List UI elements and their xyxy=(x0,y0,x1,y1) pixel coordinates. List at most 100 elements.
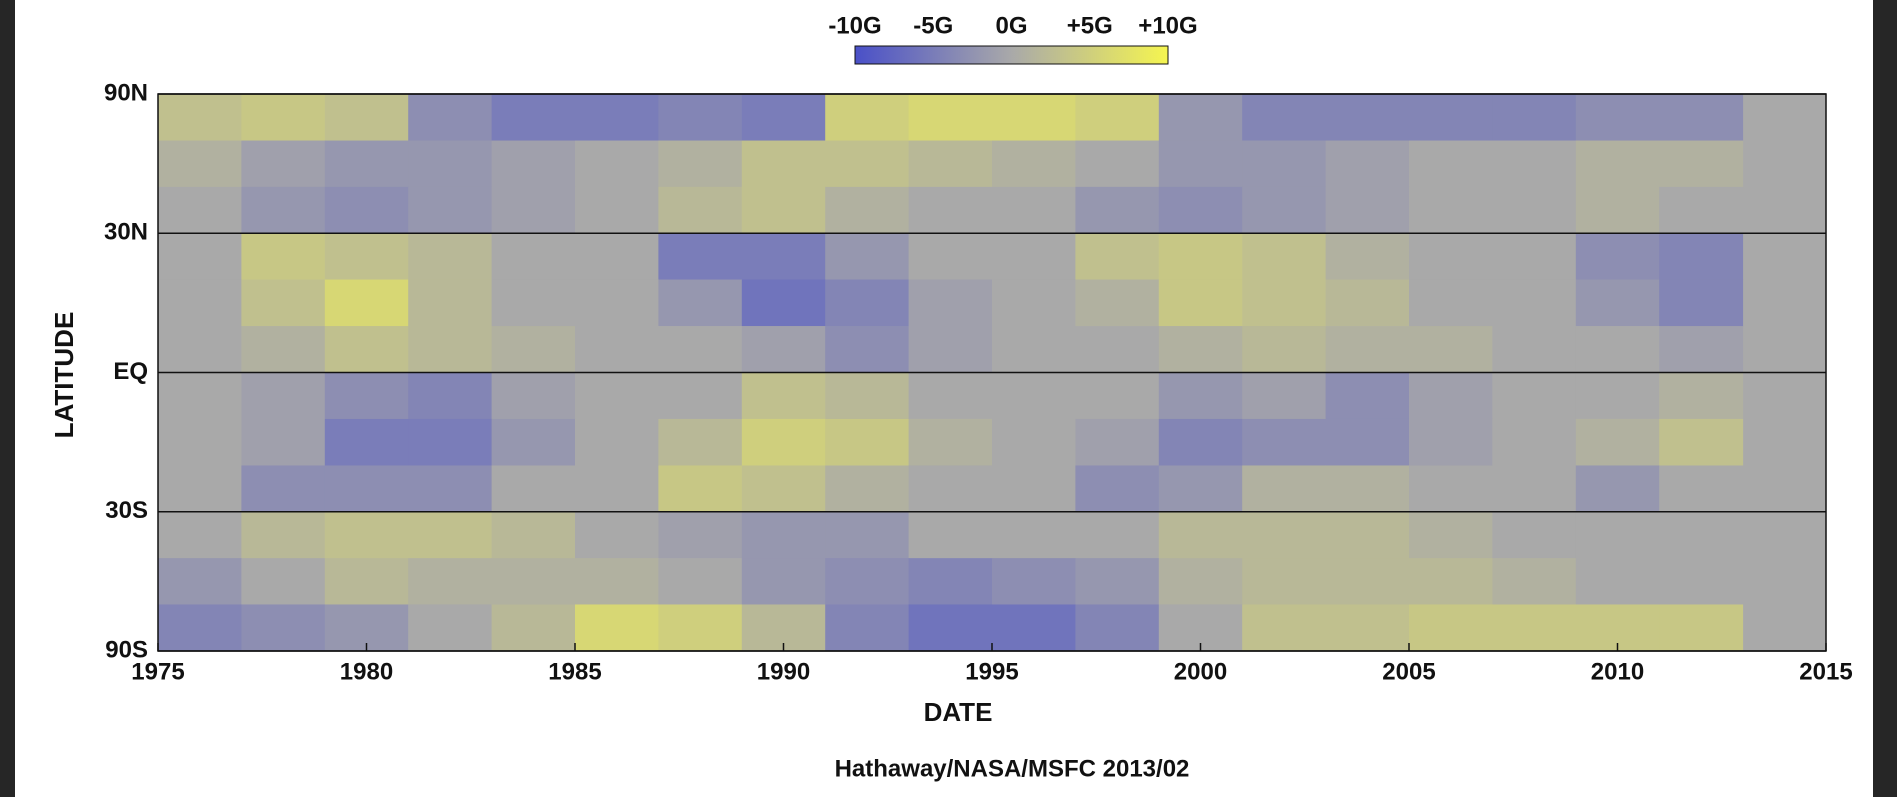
heat-cell xyxy=(408,233,493,281)
heat-cell xyxy=(825,465,910,513)
heat-cell xyxy=(575,604,659,652)
heat-cell xyxy=(324,511,409,559)
heat-cell xyxy=(1242,558,1327,605)
heat-cell xyxy=(1325,140,1410,188)
y-axis-label: LATITUDE xyxy=(49,312,79,439)
heat-cell xyxy=(992,558,1076,605)
heat-cell xyxy=(741,558,826,605)
heat-cell xyxy=(992,418,1076,466)
heat-cell xyxy=(825,233,910,281)
heat-cell xyxy=(241,326,326,373)
heat-cell xyxy=(1575,558,1660,605)
heat-cell xyxy=(908,418,993,466)
heat-cell xyxy=(1325,511,1410,559)
heat-cell xyxy=(741,418,826,466)
heat-cell xyxy=(1575,94,1660,142)
heat-cell xyxy=(1242,604,1327,652)
x-tick-label: 1980 xyxy=(340,658,393,685)
heat-cell xyxy=(241,372,326,420)
heat-cell xyxy=(1575,418,1660,466)
heat-cell xyxy=(241,233,326,281)
heat-cell xyxy=(324,418,409,466)
heat-cell xyxy=(741,326,826,373)
heat-cell xyxy=(1075,279,1160,327)
heat-cell xyxy=(1492,558,1577,605)
heat-cell xyxy=(408,418,493,466)
heat-cell xyxy=(1492,326,1577,373)
heat-cell xyxy=(1409,558,1493,605)
heat-cell xyxy=(1409,418,1493,466)
heat-cell xyxy=(1659,465,1744,513)
heat-cell xyxy=(491,326,576,373)
heat-cell xyxy=(1158,418,1243,466)
heat-cell xyxy=(908,465,993,513)
heat-cell xyxy=(1158,511,1243,559)
heat-cell xyxy=(324,465,409,513)
heat-cell xyxy=(825,186,910,234)
heat-cell xyxy=(658,279,743,327)
heat-cell xyxy=(992,604,1076,652)
heat-cell xyxy=(491,511,576,559)
heat-cell xyxy=(1158,326,1243,373)
heat-cell xyxy=(992,140,1076,188)
heat-cell xyxy=(908,511,993,559)
y-tick-label: 90S xyxy=(105,636,148,663)
heat-cell xyxy=(408,465,493,513)
heat-cell xyxy=(1409,233,1493,281)
heat-cell xyxy=(658,604,743,652)
heat-cell xyxy=(1409,511,1493,559)
heat-cell xyxy=(1075,418,1160,466)
heat-cell xyxy=(324,186,409,234)
heat-cell xyxy=(491,233,576,281)
heat-cell xyxy=(1492,186,1577,234)
heat-cell xyxy=(1075,140,1160,188)
heat-cell xyxy=(1075,326,1160,373)
x-tick-label: 1975 xyxy=(131,658,184,685)
heat-cell xyxy=(908,94,993,142)
heat-cell xyxy=(158,465,242,513)
heat-cell xyxy=(1075,372,1160,420)
heat-cell xyxy=(324,233,409,281)
heat-cell xyxy=(825,511,910,559)
heat-cell xyxy=(658,558,743,605)
heat-cell xyxy=(825,279,910,327)
heat-cell xyxy=(1409,372,1493,420)
heat-cell xyxy=(575,418,659,466)
heat-cell xyxy=(408,604,493,652)
heat-cell xyxy=(324,279,409,327)
heat-cell xyxy=(741,279,826,327)
heat-cell xyxy=(324,140,409,188)
heat-cell xyxy=(158,372,242,420)
heat-cell xyxy=(1325,465,1410,513)
heat-cell xyxy=(1659,372,1744,420)
heat-cell xyxy=(658,465,743,513)
heat-cell xyxy=(825,372,910,420)
heat-cell xyxy=(908,186,993,234)
heat-cell xyxy=(1325,418,1410,466)
heat-cell xyxy=(1659,94,1744,142)
heat-cell xyxy=(241,186,326,234)
heat-cell xyxy=(1492,418,1577,466)
heat-cell xyxy=(658,94,743,142)
heat-cell xyxy=(1242,140,1327,188)
heat-cell xyxy=(1409,465,1493,513)
heat-cell xyxy=(491,604,576,652)
heat-cell xyxy=(992,372,1076,420)
heat-cell xyxy=(1575,186,1660,234)
heat-cell xyxy=(1409,186,1493,234)
heat-cell xyxy=(1075,604,1160,652)
x-tick-label: 2015 xyxy=(1799,658,1852,685)
y-tick-label: EQ xyxy=(113,358,148,385)
heat-cell xyxy=(908,558,993,605)
heat-cell xyxy=(1575,511,1660,559)
heat-cell xyxy=(1492,279,1577,327)
heat-cell xyxy=(575,186,659,234)
heat-cell xyxy=(1158,558,1243,605)
heat-cell xyxy=(575,140,659,188)
heat-cell xyxy=(1659,140,1744,188)
heat-cell xyxy=(1075,558,1160,605)
x-tick-label: 1990 xyxy=(757,658,810,685)
heat-cell xyxy=(741,186,826,234)
heat-cell xyxy=(575,233,659,281)
heat-cell xyxy=(1659,233,1744,281)
